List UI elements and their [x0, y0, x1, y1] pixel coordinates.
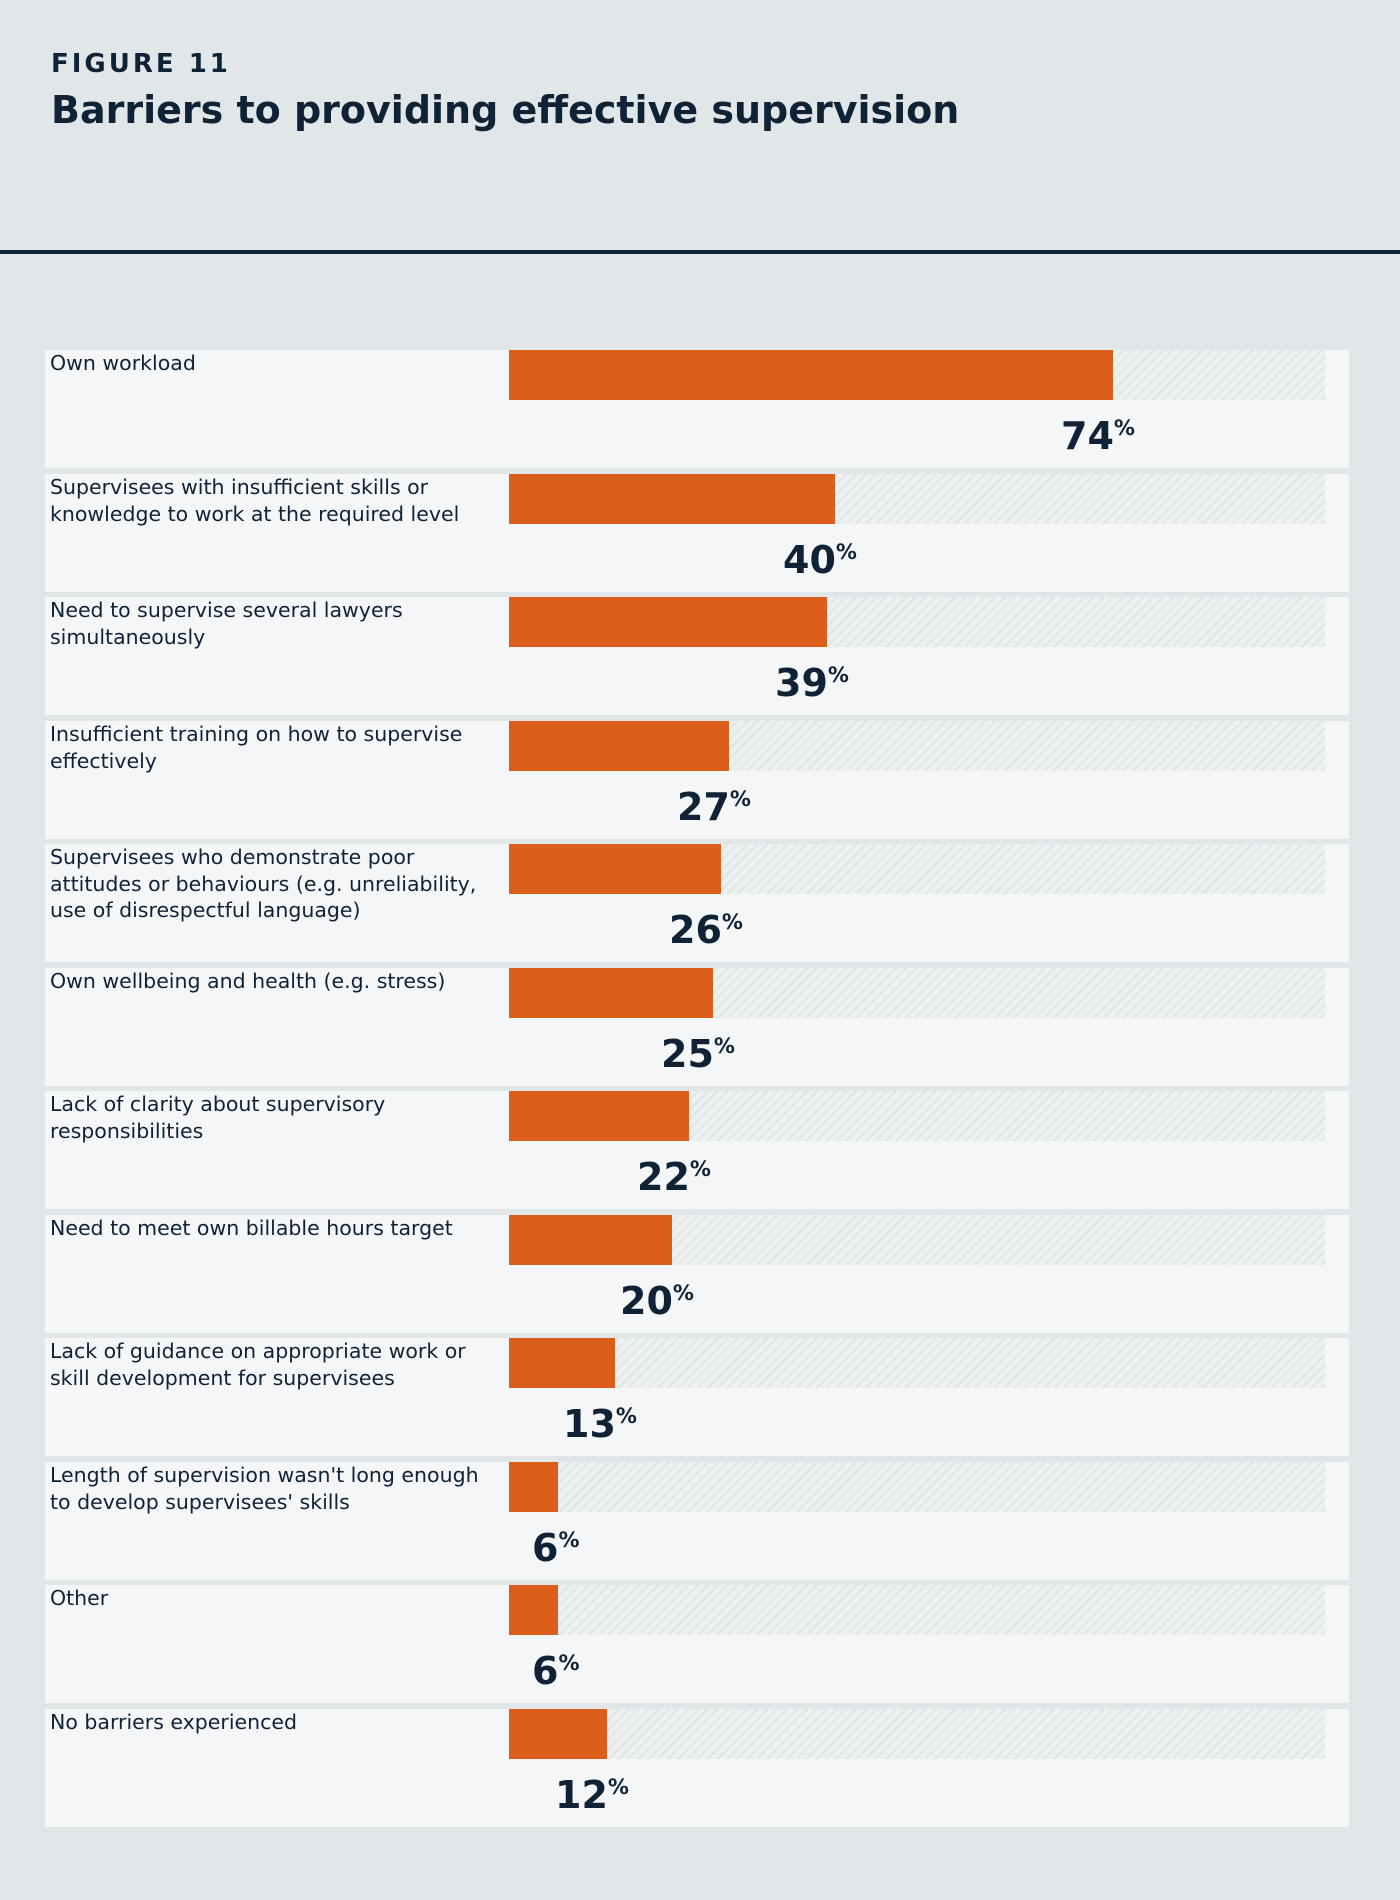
data-label-value: 13 — [563, 1402, 616, 1446]
chart-title: Barriers to providing effective supervis… — [51, 88, 960, 132]
chart-row: Length of supervision wasn't long enough… — [45, 1462, 1349, 1580]
category-label: Other — [50, 1586, 109, 1610]
chart-row: Own wellbeing and health (e.g. stress) 25… — [45, 968, 1349, 1086]
category-label: Length of supervision wasn't long enough… — [50, 1463, 479, 1514]
data-label-value: 26 — [669, 908, 722, 952]
bar-track — [509, 1585, 1325, 1635]
category-label: Supervisees who demonstrate poor attitud… — [50, 845, 477, 922]
bar — [509, 1215, 672, 1265]
category-label: Need to supervise several lawyers simult… — [50, 598, 403, 649]
bar — [509, 474, 835, 524]
data-label: 12% — [555, 1765, 629, 1817]
data-label: 13% — [563, 1394, 637, 1446]
bar — [509, 844, 721, 894]
data-label-unit: % — [558, 1651, 580, 1675]
bar — [509, 968, 713, 1018]
category-label: Lack of clarity about supervisory respon… — [50, 1092, 386, 1143]
bar — [509, 1585, 558, 1635]
category-label: Lack of guidance on appropriate work or … — [50, 1339, 466, 1390]
data-label-value: 22 — [637, 1155, 690, 1199]
category-label: Supervisees with insufficient skills or … — [50, 475, 460, 526]
data-label: 6% — [532, 1518, 580, 1570]
chart-row: Own workload 74% — [45, 350, 1349, 468]
data-label-value: 27 — [677, 785, 730, 829]
bar-track — [509, 1462, 1325, 1512]
category-label: Need to meet own billable hours target — [50, 1216, 453, 1240]
bar — [509, 1091, 689, 1141]
data-label-unit: % — [615, 1404, 637, 1428]
data-label-value: 6 — [532, 1526, 559, 1570]
data-label: 26% — [669, 900, 743, 952]
data-label: 74% — [1061, 406, 1135, 458]
chart-row: No barriers experienced 12% — [45, 1709, 1349, 1827]
title-divider — [0, 250, 1400, 254]
data-label-value: 20 — [620, 1279, 673, 1323]
data-label-value: 39 — [775, 661, 828, 705]
data-label: 22% — [637, 1147, 711, 1199]
data-label-value: 25 — [661, 1032, 714, 1076]
data-label: 39% — [775, 653, 849, 705]
data-label-value: 74 — [1061, 414, 1114, 458]
data-label-unit: % — [729, 787, 751, 811]
figure-label: FIGURE 11 — [51, 49, 231, 79]
bar-track — [509, 1709, 1325, 1759]
category-label: No barriers experienced — [50, 1710, 298, 1734]
data-label-unit: % — [721, 910, 743, 934]
chart-row: Other 6% — [45, 1585, 1349, 1703]
category-label: Own wellbeing and health (e.g. stress) — [50, 969, 446, 993]
bar-track — [509, 1338, 1325, 1388]
data-label-unit: % — [827, 663, 849, 687]
category-label: Own workload — [50, 351, 196, 375]
bar — [509, 597, 827, 647]
chart-row: Supervisees who demonstrate poor attitud… — [45, 844, 1349, 962]
data-label: 27% — [677, 777, 751, 829]
data-label-value: 40 — [783, 538, 836, 582]
bar — [509, 1709, 607, 1759]
data-label-value: 12 — [555, 1773, 608, 1817]
chart-row: Need to supervise several lawyers simult… — [45, 597, 1349, 715]
data-label-unit: % — [607, 1775, 629, 1799]
data-label-value: 6 — [532, 1649, 559, 1693]
data-label-unit: % — [835, 540, 857, 564]
bar — [509, 1462, 558, 1512]
data-label-unit: % — [713, 1034, 735, 1058]
data-label-unit: % — [1113, 416, 1135, 440]
category-label: Insufficient training on how to supervis… — [50, 722, 463, 773]
chart-row: Lack of guidance on appropriate work or … — [45, 1338, 1349, 1456]
data-label: 20% — [620, 1271, 694, 1323]
chart-row: Insufficient training on how to supervis… — [45, 721, 1349, 839]
data-label-unit: % — [672, 1281, 694, 1305]
data-label-unit: % — [558, 1528, 580, 1552]
bar — [509, 350, 1113, 400]
data-label: 6% — [532, 1641, 580, 1693]
data-label: 25% — [661, 1024, 735, 1076]
data-label: 40% — [783, 530, 857, 582]
data-label-unit: % — [689, 1157, 711, 1181]
chart-row: Need to meet own billable hours target 20… — [45, 1215, 1349, 1333]
bar — [509, 721, 729, 771]
chart-row: Supervisees with insufficient skills or … — [45, 474, 1349, 592]
chart-row: Lack of clarity about supervisory respon… — [45, 1091, 1349, 1209]
bar — [509, 1338, 615, 1388]
